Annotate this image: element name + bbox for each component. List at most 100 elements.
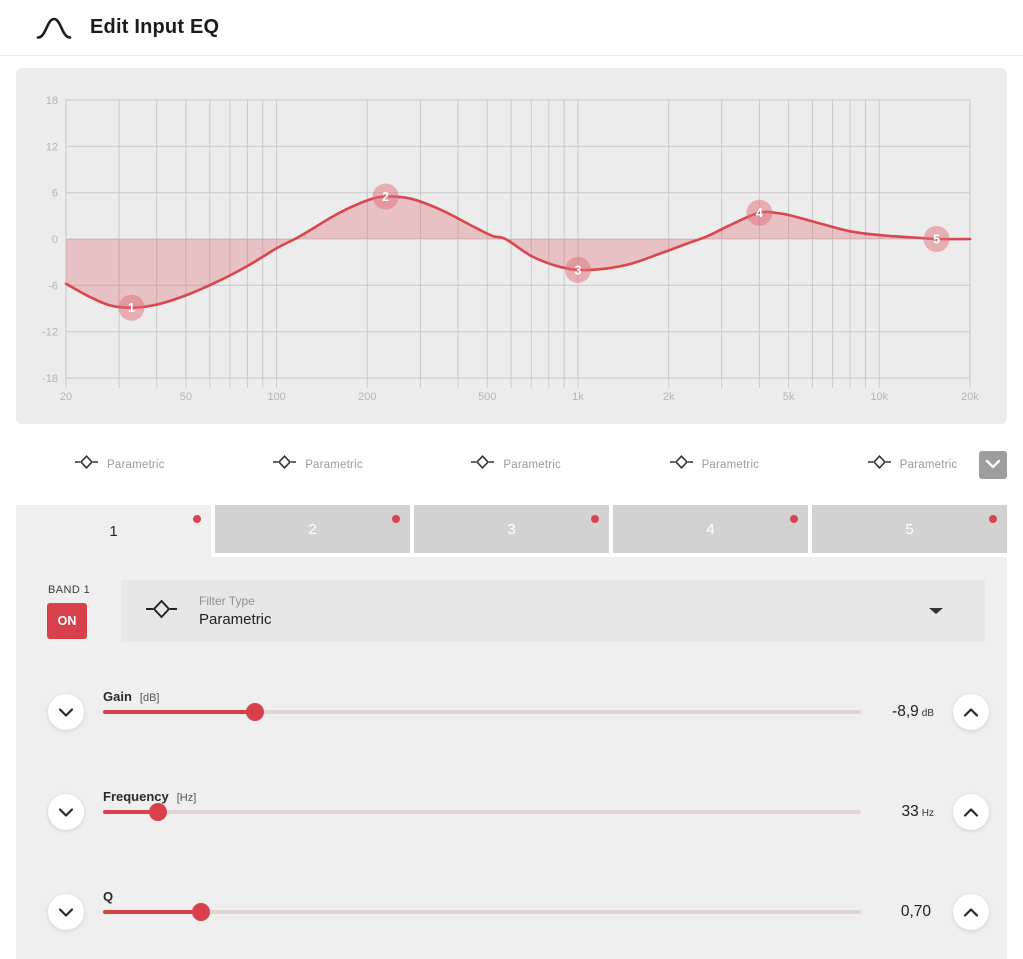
band-label: BAND 1 — [48, 584, 91, 596]
band-3-filter-summary: Parametric — [412, 454, 610, 475]
frequency-increment-button[interactable] — [953, 794, 989, 830]
band-1-filter-summary: Parametric — [16, 454, 214, 475]
band-active-dot — [193, 515, 201, 523]
eq-curve-icon — [36, 16, 72, 40]
parametric-filter-icon — [273, 454, 297, 475]
gain-slider-row: Gain [dB] -8,9 dB — [16, 662, 1007, 762]
svg-text:1: 1 — [128, 301, 135, 315]
gain-value: -8,9 dB — [892, 703, 934, 720]
svg-text:20k: 20k — [961, 391, 979, 403]
svg-text:10k: 10k — [870, 391, 888, 403]
page-title: Edit Input EQ — [90, 16, 220, 38]
tab-label: 3 — [507, 520, 516, 538]
band-5-filter-summary: Parametric — [809, 454, 1007, 475]
tab-band-3[interactable]: 3 — [414, 505, 609, 553]
svg-text:18: 18 — [46, 95, 58, 107]
q-label: Q — [103, 889, 114, 904]
eq-graph-container: 18 12 6 0 -6 -12 -18 20 50 100 200 500 1k 2k 5k 10k 20k 1… — [16, 68, 1007, 424]
svg-text:6: 6 — [52, 188, 58, 200]
chevron-down-icon — [985, 457, 1001, 472]
filter-type-text: Parametric — [107, 458, 165, 471]
svg-text:100: 100 — [267, 391, 285, 403]
q-slider-thumb[interactable] — [191, 903, 210, 921]
filter-type-label: Filter Type — [199, 594, 255, 608]
parametric-filter-icon — [146, 598, 177, 625]
band-3-marker[interactable]: 3 — [565, 256, 591, 283]
tab-band-1[interactable]: 1 — [16, 505, 211, 557]
tab-label: 1 — [109, 522, 118, 540]
band-filter-summary-row: Parametric Parametric Parametric Paramet… — [16, 424, 1007, 505]
svg-text:-18: -18 — [42, 373, 58, 385]
band-active-dot — [591, 515, 599, 523]
gain-slider[interactable] — [103, 703, 861, 721]
svg-text:2: 2 — [382, 190, 389, 204]
band-4-marker[interactable]: 4 — [746, 199, 773, 226]
frequency-slider-thumb[interactable] — [148, 803, 167, 821]
tab-band-4[interactable]: 4 — [613, 505, 808, 553]
svg-text:0: 0 — [52, 234, 58, 246]
tab-label: 2 — [308, 520, 317, 538]
eq-curve-fill — [66, 196, 970, 308]
frequency-value: 33 Hz — [901, 803, 934, 820]
header: Edit Input EQ — [0, 0, 1023, 56]
band-1-marker[interactable]: 1 — [118, 294, 145, 321]
band-switch: BAND 1 ON — [47, 580, 107, 642]
band-tabs: 1 2 3 4 5 — [16, 505, 1007, 557]
svg-text:12: 12 — [46, 141, 58, 153]
gain-label: Gain [dB] — [103, 689, 160, 704]
filter-type-text: Parametric — [899, 458, 958, 471]
band-active-dot — [989, 515, 997, 523]
frequency-slider-row: Frequency [Hz] 33 Hz — [16, 762, 1007, 862]
filter-type-text: Parametric — [503, 458, 561, 471]
band-on-toggle[interactable]: ON — [47, 603, 87, 639]
dropdown-caret-icon — [929, 608, 943, 614]
svg-text:20: 20 — [60, 391, 72, 403]
svg-text:3: 3 — [575, 263, 582, 277]
frequency-slider[interactable] — [103, 803, 861, 821]
svg-text:5k: 5k — [783, 391, 795, 403]
svg-text:5: 5 — [933, 233, 940, 247]
grid — [65, 99, 971, 388]
tab-band-5[interactable]: 5 — [812, 505, 1007, 553]
filter-type-select[interactable]: Filter Type Parametric — [121, 580, 985, 642]
q-decrement-button[interactable] — [48, 894, 84, 930]
band-5-marker[interactable]: 5 — [923, 226, 950, 252]
svg-text:-12: -12 — [42, 327, 58, 339]
eq-curve — [64, 195, 972, 310]
filter-type-texts: Filter Type Parametric — [199, 594, 272, 628]
q-increment-button[interactable] — [953, 894, 989, 930]
svg-text:1k: 1k — [572, 391, 584, 403]
frequency-decrement-button[interactable] — [48, 794, 84, 830]
gain-increment-button[interactable] — [953, 694, 989, 730]
frequency-label: Frequency [Hz] — [103, 789, 197, 804]
q-slider[interactable] — [103, 903, 861, 921]
q-slider-row: Q 0,70 — [16, 862, 1007, 959]
svg-text:2k: 2k — [663, 391, 675, 403]
parametric-filter-icon — [471, 454, 495, 475]
band-active-dot — [790, 515, 798, 523]
filter-type-text: Parametric — [305, 458, 363, 471]
collapse-section-button[interactable] — [979, 450, 1007, 479]
filter-type-value: Parametric — [199, 611, 272, 628]
band-2-filter-summary: Parametric — [214, 454, 412, 475]
parametric-filter-icon — [669, 454, 693, 475]
parametric-filter-icon — [75, 454, 98, 475]
svg-text:200: 200 — [358, 391, 376, 403]
q-value: 0,70 — [900, 903, 931, 920]
svg-text:4: 4 — [756, 206, 763, 220]
svg-text:500: 500 — [478, 391, 496, 403]
svg-text:50: 50 — [180, 391, 192, 403]
parametric-filter-icon — [867, 454, 891, 475]
band-1-panel: BAND 1 ON Filter Type Parametric — [16, 557, 1007, 959]
filter-type-text: Parametric — [701, 458, 760, 471]
tab-label: 5 — [905, 520, 914, 538]
tab-band-2[interactable]: 2 — [215, 505, 410, 553]
band-4-filter-summary: Parametric — [611, 454, 809, 475]
svg-text:-6: -6 — [48, 280, 58, 292]
gain-decrement-button[interactable] — [48, 694, 84, 730]
gain-slider-thumb[interactable] — [246, 703, 265, 721]
band-2-marker[interactable]: 2 — [372, 183, 399, 210]
